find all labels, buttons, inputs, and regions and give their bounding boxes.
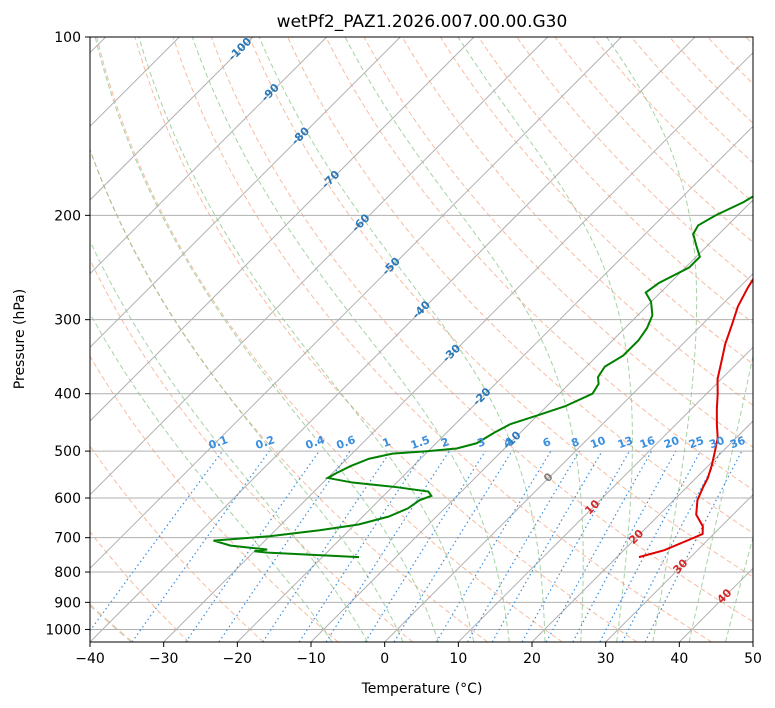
mixing-ratio-label: 8 xyxy=(569,435,581,450)
mixing-ratio-label: 4 xyxy=(502,435,514,450)
mixing-ratio-label: 0.1 xyxy=(207,433,230,452)
mixing-ratio-line xyxy=(545,450,653,642)
isotherm xyxy=(163,51,753,642)
mixing-ratio-label: 6 xyxy=(541,435,553,450)
x-tick-label: −10 xyxy=(296,651,326,667)
isotherm xyxy=(457,346,753,642)
mixing-ratio-line xyxy=(131,450,270,642)
y-tick-label: 700 xyxy=(54,531,81,547)
y-tick-label: 400 xyxy=(54,387,81,403)
moist-adiabat xyxy=(344,37,584,642)
mixing-ratio-line xyxy=(572,450,677,642)
isotherm xyxy=(90,37,254,201)
mixing-ratio-label: 10 xyxy=(589,434,608,452)
mixing-ratio-line xyxy=(393,450,513,642)
mixing-ratio-label: 30 xyxy=(707,434,726,452)
moist-adiabat xyxy=(90,148,404,642)
x-tick-label: 40 xyxy=(670,651,688,667)
y-tick-label: 800 xyxy=(54,565,81,581)
moist-adiabat xyxy=(94,37,439,642)
dry-adiabat xyxy=(90,355,339,642)
mixing-ratio-label: 3 xyxy=(475,435,487,450)
moist-adiabat xyxy=(191,37,510,642)
mixing-ratio-label: 25 xyxy=(687,434,706,451)
isotherm xyxy=(605,493,753,642)
dry-adiabat xyxy=(401,37,753,406)
dry-adiabat xyxy=(478,37,753,324)
x-tick-label: 20 xyxy=(523,651,541,667)
isotherm xyxy=(90,37,622,570)
mixing-ratio-label: 20 xyxy=(662,434,681,452)
mixing-ratio-line xyxy=(90,450,223,632)
moist-adiabat xyxy=(725,535,753,642)
x-tick-label: 0 xyxy=(380,651,389,667)
dry-adiabat xyxy=(210,37,753,623)
dry-adiabat xyxy=(96,37,563,642)
isotherm xyxy=(90,37,401,349)
y-axis-label: Pressure (hPa) xyxy=(12,289,28,389)
mixing-ratio-line xyxy=(364,450,486,642)
mixing-ratio-label: 1.5 xyxy=(409,433,432,452)
mixing-ratio-label: 1 xyxy=(381,435,393,450)
y-tick-label: 600 xyxy=(54,491,81,507)
mixing-ratio-line xyxy=(325,450,450,642)
mixing-ratio-line xyxy=(298,450,425,642)
mixing-ratio-label: 36 xyxy=(728,434,747,452)
dry-adiabat xyxy=(363,37,753,448)
x-tick-label: 50 xyxy=(744,651,762,667)
x-axis-label: Temperature (°C) xyxy=(361,681,483,697)
moist-adiabat xyxy=(90,312,333,642)
x-tick-label: 10 xyxy=(449,651,467,667)
moist-adiabat xyxy=(138,37,475,642)
mixing-ratio-label: 0.4 xyxy=(304,433,327,452)
dry-adiabat xyxy=(516,37,753,284)
y-tick-label: 1000 xyxy=(45,622,81,638)
mixing-ratio-line xyxy=(521,450,631,642)
moist-adiabat xyxy=(606,37,698,642)
moist-adiabat xyxy=(258,37,546,642)
isotherm xyxy=(90,37,696,642)
mixing-ratio-label: 2 xyxy=(439,435,451,450)
dry-adiabat xyxy=(592,37,753,203)
isotherm xyxy=(90,37,475,422)
mixing-ratio-line xyxy=(185,450,320,642)
mixing-ratio-label: 13 xyxy=(616,434,635,451)
dry-adiabat xyxy=(172,37,712,642)
mixing-ratio-line xyxy=(435,450,552,642)
isotherm xyxy=(384,272,753,642)
mixing-ratio-label: 0.6 xyxy=(335,433,358,452)
moist-adiabat xyxy=(90,239,369,642)
plot-area xyxy=(90,37,753,642)
dry-adiabat xyxy=(134,37,638,642)
dewpoint-profile-line xyxy=(213,195,753,559)
y-tick-label: 300 xyxy=(54,313,81,329)
dry-adiabat xyxy=(287,37,753,534)
plot-frame xyxy=(89,36,754,643)
y-tick-label: 500 xyxy=(54,444,81,460)
mixing-ratio-label: 16 xyxy=(638,434,657,452)
temperature-profile-line xyxy=(638,277,753,559)
y-tick-label: 100 xyxy=(54,30,81,46)
mixing-ratio-line xyxy=(466,450,580,642)
moist-adiabat xyxy=(688,353,753,642)
x-tick-label: −40 xyxy=(75,651,105,667)
dry-adiabat xyxy=(325,37,753,491)
isotherm xyxy=(90,37,328,275)
isotherm xyxy=(236,125,753,642)
mixing-ratio-label: 0.2 xyxy=(254,433,277,452)
moist-adiabat xyxy=(457,37,633,642)
x-tick-label: −20 xyxy=(223,651,253,667)
y-tick-label: 200 xyxy=(54,208,81,224)
chart-title: wetPf2_PAZ1.2026.007.00.00.G30 xyxy=(277,12,568,32)
mixing-ratio-line xyxy=(491,450,603,642)
isotherm xyxy=(531,420,753,642)
x-tick-label: −30 xyxy=(149,651,179,667)
x-tick-label: 30 xyxy=(597,651,615,667)
y-tick-label: 900 xyxy=(54,595,81,611)
isotherm xyxy=(310,199,753,642)
isotherm xyxy=(90,37,549,496)
dry-adiabat xyxy=(90,530,190,642)
